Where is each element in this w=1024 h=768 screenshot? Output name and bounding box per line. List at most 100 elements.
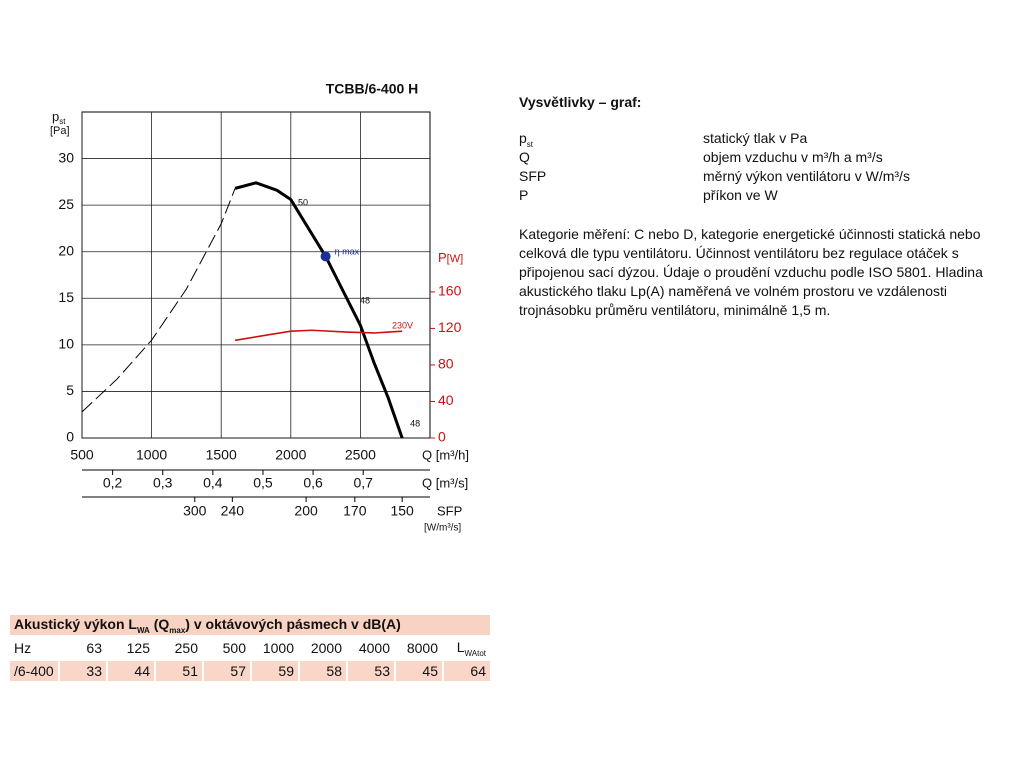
sfp-unit: [W/m³/s] (424, 523, 461, 534)
eta-max-point (320, 251, 331, 262)
header-cell: Hz (14, 640, 32, 656)
annotation: 230V (392, 320, 413, 330)
data-cell: 64 (444, 661, 490, 681)
chart: TCBB/6-400 H pst [Pa] P[W] Q [m³/h] Q [m… (50, 81, 469, 534)
q-m3s-tick-label: 0,5 (253, 475, 273, 491)
x-tick-label: 500 (70, 447, 94, 463)
legend-symbol: pst (519, 130, 703, 149)
x-tick-label: 1000 (136, 447, 167, 463)
y2-axis-label: P[W] (438, 250, 463, 265)
y2-label: P (438, 250, 447, 265)
legend-row: pst statický tlak v Pa (519, 130, 1019, 149)
y-tick-label: 30 (58, 149, 74, 165)
y-tick-label: 25 (58, 196, 74, 212)
header-row: Hz 63 125 250 500 1000 2000 4000 8000 LWAtot (10, 638, 490, 658)
title-part: Akustický výkon L (14, 615, 137, 632)
acoustic-table: Akustický výkon LWA (Qmax) v oktávových … (8, 612, 492, 684)
y-tick-label: 5 (66, 382, 74, 398)
data-cell: 59 (252, 661, 298, 681)
sfp-tick-label: 200 (294, 503, 318, 519)
total-main: L (456, 638, 465, 655)
annotation: 50 (298, 198, 308, 208)
header-cell: LWAtot (444, 638, 490, 658)
x-tick-label: 2000 (275, 447, 306, 463)
legend-desc: objem vzduchu v m³/h a m³/s (703, 149, 883, 165)
curve (81, 188, 236, 413)
annotation: 48 (360, 295, 370, 305)
data-cell: 44 (108, 661, 154, 681)
y-tick-label: 15 (58, 289, 74, 305)
legend-symbol: SFP (519, 168, 703, 187)
y-tick-label: 0 (66, 429, 74, 445)
header-cell: 4000 (358, 640, 390, 656)
symbol-text: p (519, 130, 527, 146)
y2-tick-label: 80 (438, 356, 454, 372)
q-m3s-tick-label: 0,3 (153, 475, 173, 491)
symbol-text: SFP (519, 168, 547, 184)
plot-frame (81, 111, 431, 439)
header-cell: 1000 (262, 640, 294, 656)
note: Kategorie měření: C nebo D, kategorie en… (519, 226, 983, 318)
q-m3s-tick-label: 0,7 (353, 475, 373, 491)
symbol-text: Q (519, 149, 530, 165)
data-cell: /6-400 (10, 661, 58, 681)
title-part: ) v oktávových pásmech v dB(A) (185, 615, 401, 632)
sfp-tick-label: 150 (390, 503, 414, 519)
data-row: /6-400 33 44 51 57 59 58 53 45 64 (10, 661, 490, 681)
table-title-row: Akustický výkon LWA (Qmax) v oktávových … (10, 615, 490, 635)
y-label-sub: st (59, 117, 66, 126)
sfp-tick-label: 170 (343, 503, 367, 519)
y2-tick-label: 40 (438, 392, 454, 408)
data-cell: 57 (204, 661, 250, 681)
q-m3s-label: Q [m³/s] (422, 475, 468, 490)
x-tick-label: 1500 (206, 447, 237, 463)
eta-max-label: η max (335, 247, 360, 257)
y2-tick-label: 160 (438, 283, 462, 299)
curve (234, 329, 403, 342)
symbol-text: P (519, 187, 529, 203)
header-cell: 250 (174, 640, 198, 656)
sfp-tick-label: 300 (183, 503, 207, 519)
data-cell: 53 (348, 661, 394, 681)
legend-desc: příkon ve W (703, 187, 778, 203)
q-m3s-tick-label: 0,4 (203, 475, 223, 491)
title-part: max (169, 625, 186, 635)
header-cell: 500 (222, 640, 246, 656)
legend: Vysvětlivky – graf: pst statický tlak v P… (519, 94, 1019, 320)
data-cell: 51 (156, 661, 202, 681)
header-cell: 2000 (310, 640, 342, 656)
q-m3s-tick-label: 0,2 (103, 475, 123, 491)
y2-unit: [W] (447, 253, 464, 265)
y-unit: [Pa] (50, 125, 70, 137)
legend-desc: statický tlak v Pa (703, 130, 808, 146)
legend-title: Vysvětlivky – graf: (519, 94, 642, 110)
data-cell: 45 (396, 661, 442, 681)
header-cell: 125 (126, 640, 150, 656)
y-axis-label: pst (52, 109, 66, 126)
sfp-label: SFP (437, 503, 462, 518)
x-tick-label: 2500 (345, 447, 376, 463)
chart-title: TCBB/6-400 H (326, 81, 419, 97)
header-cell: 8000 (406, 640, 438, 656)
y2-tick-label: 0 (438, 429, 446, 445)
total-sub: WAtot (464, 648, 486, 658)
title-part: (Q (149, 615, 170, 632)
y-tick-label: 10 (58, 336, 74, 352)
y-label: p (52, 109, 59, 124)
y-tick-label: 20 (58, 242, 74, 258)
curve (234, 181, 404, 439)
data-cell: 33 (60, 661, 106, 681)
symbol-sub: st (526, 139, 534, 149)
data-cell: 58 (300, 661, 346, 681)
title-part: WA (136, 625, 150, 635)
table-title: Akustický výkon LWA (Qmax) v oktávových … (10, 615, 490, 635)
header-cell: 63 (86, 640, 102, 656)
legend-row: SFP měrný výkon ventilátoru v W/m³/s (519, 168, 1019, 187)
q-m3s-tick-label: 0,6 (303, 475, 323, 491)
legend-symbol: Q (519, 149, 703, 168)
legend-symbol: P (519, 187, 703, 206)
